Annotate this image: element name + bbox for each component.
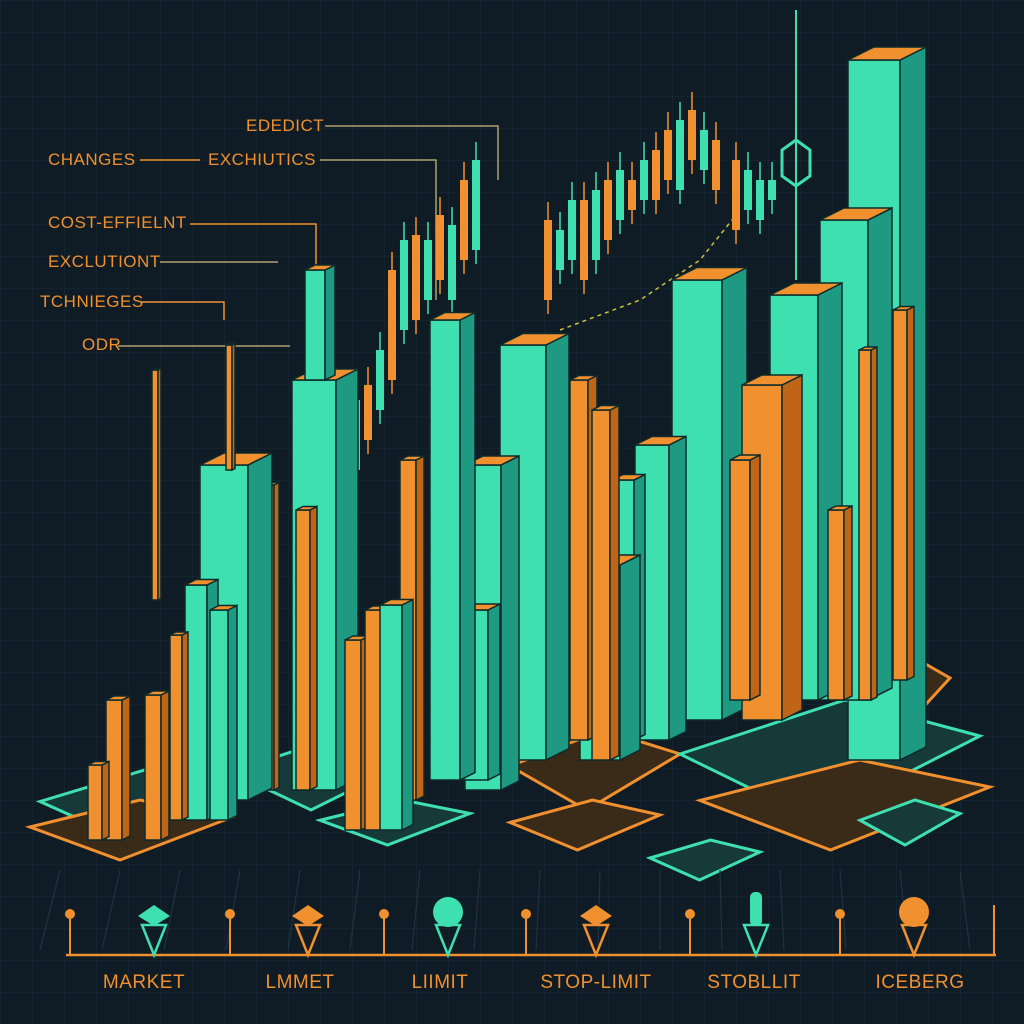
prism-14 [429, 311, 476, 782]
floor-grid-line-6 [411, 869, 421, 951]
candle-body-22 [664, 130, 672, 180]
prism-29 [379, 598, 414, 832]
candle-body-12 [544, 220, 552, 300]
candle-body-5 [400, 240, 408, 330]
order-type-label-stobllit: STOBLLIT [707, 972, 801, 993]
candle-body-17 [604, 180, 612, 240]
floor-grid-line-15 [959, 869, 971, 951]
floor-grid-line-2 [163, 869, 181, 951]
candle-body-10 [460, 180, 468, 260]
candle-body-27 [732, 160, 740, 230]
floor-grid-line-4 [287, 869, 301, 951]
floor-grid-line-5 [349, 869, 361, 951]
prism-22 [209, 604, 238, 822]
candle-body-15 [580, 200, 588, 280]
prism-33 [151, 367, 162, 602]
candle-body-3 [376, 350, 384, 410]
callout-tchnieges: TCHNIEGES [40, 292, 144, 311]
candle-body-14 [568, 200, 576, 260]
candle-body-28 [744, 170, 752, 210]
prism-24 [144, 689, 170, 842]
candle-body-21 [652, 150, 660, 200]
callout-edeict: EDEDICT [246, 116, 325, 135]
prism-31 [892, 305, 915, 682]
diamond-pin-icon [292, 905, 324, 959]
trend-line [559, 209, 741, 331]
candle-body-2 [364, 385, 372, 440]
platform-7 [695, 758, 996, 852]
order-type-label-market: MARKET [102, 972, 186, 993]
platform-9 [856, 798, 964, 847]
floor-grid-line-1 [101, 869, 121, 951]
timeline-tick-dot-0 [65, 909, 75, 919]
order-type-label-iceberg: ICEBERG [875, 972, 965, 993]
timeline-tick-dot-3 [521, 909, 531, 919]
prism-34 [225, 342, 236, 472]
prism-5 [729, 453, 761, 702]
floor-grid-line-11 [719, 869, 723, 951]
candle-body-8 [436, 215, 444, 280]
candle-body-7 [424, 240, 432, 300]
floor-grid-line-7 [473, 869, 481, 951]
candle-body-11 [472, 160, 480, 250]
timeline-tick-dot-4 [685, 909, 695, 919]
bar-pin-icon [742, 892, 770, 959]
callout-changes: CHANGES [48, 150, 136, 169]
timeline-tick-dot-5 [835, 909, 845, 919]
candle-body-30 [768, 180, 776, 200]
timeline-tick-dot-2 [379, 909, 389, 919]
leader-line-3 [190, 223, 317, 270]
floor-grid-line-0 [39, 869, 61, 951]
platform-5 [505, 798, 665, 852]
diamond-pin-icon [580, 905, 612, 959]
prism-32 [827, 504, 853, 702]
circle-pin-icon [899, 897, 929, 959]
callout-exclution: EXCLUTIONT [48, 252, 161, 271]
order-type-label-stop-limit: STOP-LIMIT [540, 972, 652, 993]
candle-body-20 [640, 160, 648, 200]
candle-body-18 [616, 170, 624, 220]
candle-body-6 [412, 235, 420, 320]
floor-grid-line-12 [779, 869, 785, 951]
prism-19 [295, 505, 318, 792]
prism-26 [87, 760, 110, 842]
candle-body-19 [628, 180, 636, 210]
callout-cost: COST-EFFIELNT [48, 213, 187, 232]
candle-body-16 [592, 190, 600, 260]
candle-body-13 [556, 230, 564, 270]
leader-line-0 [325, 125, 499, 180]
platform-8 [645, 838, 765, 882]
prisms [87, 45, 927, 842]
prism-17 [304, 263, 336, 382]
candle-body-25 [700, 130, 708, 170]
hexagon-marker-icon [780, 138, 812, 188]
prism-25 [105, 694, 131, 842]
callout-odr: ODR [82, 335, 122, 354]
candle-body-29 [756, 180, 764, 220]
prism-11 [591, 404, 620, 762]
callout-exchutics: EXCHIUTICS [208, 150, 316, 169]
candle-body-4 [388, 270, 396, 380]
prism-23 [169, 630, 189, 822]
timeline-tick-dot-1 [225, 909, 235, 919]
order-type-timeline [65, 892, 996, 959]
diamond-pin-icon [138, 905, 170, 959]
circle-pin-icon [433, 897, 463, 959]
order-type-label-lmmet: LMMET [265, 972, 335, 993]
order-type-label-liimit: LIIMIT [411, 972, 469, 993]
leader-line-5 [140, 301, 225, 320]
candle-body-26 [712, 140, 720, 190]
floor-grid-line-8 [535, 869, 541, 951]
candle-body-23 [676, 120, 684, 190]
prism-30 [858, 345, 878, 702]
candle-body-9 [448, 225, 456, 300]
candle-body-24 [688, 110, 696, 160]
